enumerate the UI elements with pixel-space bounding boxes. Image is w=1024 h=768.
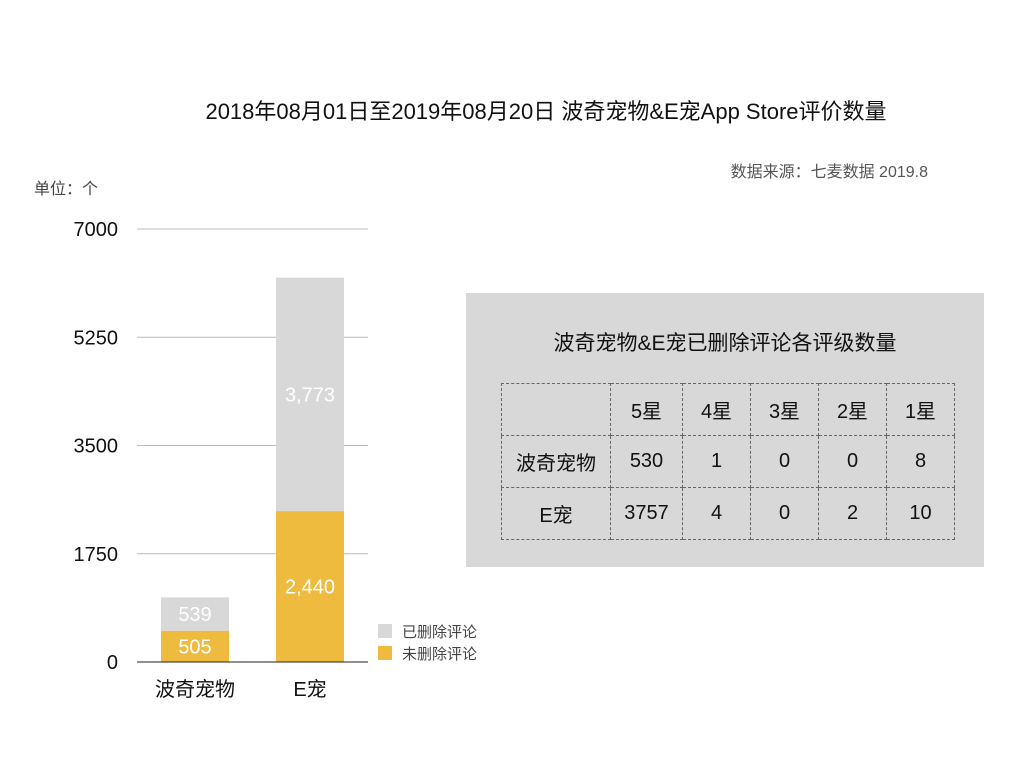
y-tick-label: 0 [107, 652, 118, 674]
deleted-ratings-panel: 波奇宠物&E宠已删除评论各评级数量 5星 4星 3星 2星 1星 波奇宠物 53… [466, 293, 984, 567]
legend-item-deleted: 已删除评论 [378, 620, 477, 642]
bar-segment-deleted [161, 597, 229, 631]
table-row-label: E宠 [501, 487, 611, 540]
bar-value-label: 505 [178, 636, 211, 658]
y-tick-label: 1750 [74, 544, 119, 566]
legend-swatch-not-deleted [378, 646, 392, 660]
bar-value-label: 3,773 [285, 384, 335, 406]
x-category-label: 波奇宠物 [155, 678, 235, 701]
table-header-cell: 1星 [886, 383, 955, 436]
chart-title: 2018年08月01日至2019年08月20日 波奇宠物&E宠App Store… [205, 99, 887, 124]
table-cell: 1 [682, 435, 751, 488]
table-cell: 3757 [610, 487, 683, 540]
table-header-cell [501, 383, 611, 436]
bar-segment-not-deleted [161, 630, 229, 662]
table-cell: 530 [610, 435, 683, 488]
bar-segment-not-deleted [276, 511, 344, 662]
table-row: E宠 3757 4 0 2 10 [501, 487, 955, 540]
legend: 已删除评论 未删除评论 [378, 620, 477, 664]
table-cell: 0 [750, 435, 819, 488]
ratings-table: 5星 4星 3星 2星 1星 波奇宠物 530 1 0 0 8 E宠 3757 … [501, 383, 955, 540]
table-cell: 4 [682, 487, 751, 540]
table-header-cell: 3星 [750, 383, 819, 436]
stacked-bar-chart: 0 1750 3500 5250 7000 505 539 波奇宠物 2,440 3,773 E宠 [74, 219, 368, 701]
table-header-cell: 4星 [682, 383, 751, 436]
table-header-row: 5星 4星 3星 2星 1星 [501, 383, 955, 436]
legend-item-not-deleted: 未删除评论 [378, 642, 477, 664]
table-row: 波奇宠物 530 1 0 0 8 [501, 435, 955, 488]
y-tick-label: 7000 [74, 219, 119, 241]
table-cell: 0 [818, 435, 887, 488]
table-cell: 0 [750, 487, 819, 540]
y-tick-label: 3500 [74, 436, 119, 458]
legend-label-deleted: 已删除评论 [402, 623, 478, 641]
y-tick-label: 5250 [74, 327, 119, 349]
x-category-label: E宠 [293, 678, 326, 701]
table-row-label: 波奇宠物 [501, 435, 611, 488]
bar-segment-deleted [276, 277, 344, 512]
legend-label-not-deleted: 未删除评论 [402, 645, 478, 663]
bar-value-label: 539 [178, 604, 211, 626]
table-cell: 10 [886, 487, 955, 540]
table-cell: 2 [818, 487, 887, 540]
table-header-cell: 2星 [818, 383, 887, 436]
bar-value-label: 2,440 [285, 577, 335, 599]
legend-swatch-deleted [378, 624, 392, 638]
panel-title: 波奇宠物&E宠已删除评论各评级数量 [553, 332, 897, 355]
table-cell: 8 [886, 435, 955, 488]
data-source-note: 数据来源：七麦数据 2019.8 [730, 164, 928, 181]
table-header-cell: 5星 [610, 383, 683, 436]
unit-label: 单位：个 [34, 181, 99, 198]
